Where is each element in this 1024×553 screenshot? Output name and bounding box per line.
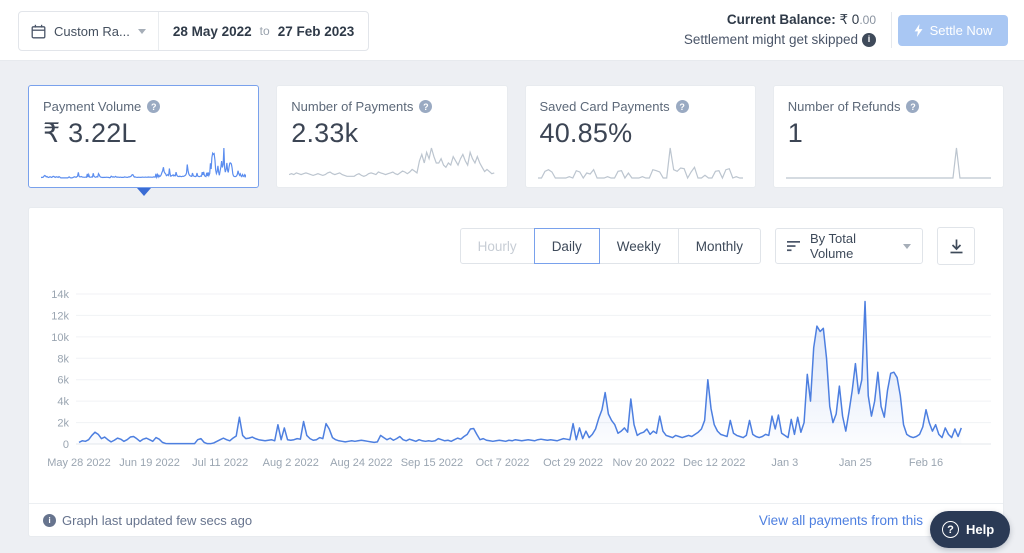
- payment-volume-sparkline: [41, 144, 246, 180]
- current-balance-value: ₹ 0: [839, 12, 860, 27]
- current-balance: Current Balance: ₹ 0.00: [684, 10, 876, 30]
- payments-line-chart: 0 2k 4k 6k 8k 10k 12k 14k May 28 2022 Jun 19 2022…: [47, 289, 991, 469]
- top-bar: Custom Ra... 28 May 2022 to 27 Feb 2023 …: [0, 0, 1024, 61]
- tab-daily[interactable]: Daily: [533, 228, 600, 264]
- svg-text:Nov 20 2022: Nov 20 2022: [612, 457, 674, 469]
- card-label: Number of Payments: [291, 99, 414, 114]
- svg-text:2k: 2k: [57, 418, 69, 430]
- date-preset-dropdown[interactable]: Custom Ra...: [19, 12, 159, 50]
- settlement-note-text: Settlement might get skipped: [683, 32, 858, 47]
- number-of-refunds-sparkline: [786, 144, 991, 180]
- tab-hourly[interactable]: Hourly: [459, 228, 535, 264]
- question-icon[interactable]: ?: [147, 100, 161, 113]
- date-range-control: Custom Ra... 28 May 2022 to 27 Feb 2023: [18, 11, 370, 51]
- svg-text:Jan 3: Jan 3: [771, 457, 798, 469]
- settle-now-label: Settle Now: [929, 23, 993, 38]
- date-to-word: to: [259, 24, 270, 38]
- date-range-value[interactable]: 28 May 2022 to 27 Feb 2023: [159, 24, 368, 39]
- svg-text:Oct 29 2022: Oct 29 2022: [543, 457, 603, 469]
- stat-cards-row: Payment Volume ? ₹ 3.22L Number of Payme…: [28, 85, 1004, 188]
- svg-text:Jan 25: Jan 25: [839, 457, 872, 469]
- sort-by-dropdown[interactable]: By Total Volume: [775, 228, 923, 264]
- saved-card-payments-sparkline: [538, 144, 743, 180]
- sort-icon: [787, 241, 800, 252]
- graph-updated-text: Graph last updated few secs ago: [62, 512, 253, 528]
- settlement-note: Settlement might get skipped i: [684, 30, 876, 49]
- help-label: Help: [966, 522, 995, 537]
- svg-text:6k: 6k: [57, 375, 69, 387]
- caret-down-icon: [137, 28, 146, 34]
- card-number-of-refunds[interactable]: Number of Refunds ? 1: [772, 85, 1004, 188]
- card-label: Number of Refunds: [787, 99, 901, 114]
- question-icon[interactable]: ?: [675, 100, 689, 113]
- number-of-payments-sparkline: [289, 144, 494, 180]
- tab-monthly[interactable]: Monthly: [677, 228, 761, 264]
- svg-text:8k: 8k: [57, 353, 69, 365]
- card-value: ₹ 3.22L: [43, 118, 137, 148]
- info-icon: i: [43, 513, 56, 527]
- graph-updated-status: i Graph last updated few secs ago: [43, 513, 252, 528]
- svg-text:Aug 24 2022: Aug 24 2022: [330, 457, 392, 469]
- svg-text:Sep 15 2022: Sep 15 2022: [401, 457, 463, 469]
- settle-now-button[interactable]: Settle Now: [898, 15, 1008, 46]
- bolt-icon: [914, 24, 923, 37]
- question-icon[interactable]: ?: [906, 100, 920, 113]
- balance-block: Current Balance: ₹ 0.00 Settlement might…: [684, 10, 876, 49]
- svg-text:14k: 14k: [51, 289, 69, 301]
- svg-text:May 28 2022: May 28 2022: [47, 457, 111, 469]
- svg-text:Aug 2 2022: Aug 2 2022: [263, 457, 319, 469]
- info-icon[interactable]: i: [862, 32, 876, 47]
- download-button[interactable]: [937, 227, 975, 265]
- panel-footer: i Graph last updated few secs ago View a…: [29, 503, 1003, 536]
- view-all-payments-link[interactable]: View all payments from this: [758, 512, 923, 528]
- svg-text:Oct 7 2022: Oct 7 2022: [476, 457, 530, 469]
- chart-controls: Hourly Daily Weekly Monthly By Total Vol…: [459, 227, 975, 265]
- svg-text:Feb 16: Feb 16: [909, 457, 943, 469]
- svg-text:Jun 19 2022: Jun 19 2022: [119, 457, 180, 469]
- chart-panel: Hourly Daily Weekly Monthly By Total Vol…: [28, 207, 1004, 537]
- date-to: 27 Feb 2023: [277, 23, 355, 39]
- current-balance-decimals: .00: [859, 13, 876, 27]
- calendar-icon: [31, 24, 46, 38]
- download-icon: [950, 239, 962, 253]
- help-button[interactable]: ? Help: [930, 511, 1011, 548]
- current-balance-label: Current Balance:: [726, 12, 836, 27]
- question-icon[interactable]: ?: [419, 100, 433, 113]
- caret-down-icon: [903, 243, 911, 249]
- topbar-divider: [891, 12, 892, 48]
- help-circle-icon: ?: [942, 521, 959, 538]
- tab-weekly[interactable]: Weekly: [598, 228, 679, 264]
- granularity-tabs: Hourly Daily Weekly Monthly: [459, 228, 761, 264]
- card-value: 2.33k: [291, 118, 359, 148]
- sort-by-label: By Total Volume: [810, 231, 857, 261]
- svg-text:10k: 10k: [51, 332, 69, 344]
- date-preset-label: Custom Ra...: [54, 23, 130, 39]
- svg-text:0: 0: [63, 439, 69, 451]
- card-value: 1: [787, 118, 803, 148]
- card-label: Saved Card Payments: [539, 99, 670, 114]
- card-payment-volume[interactable]: Payment Volume ? ₹ 3.22L: [28, 85, 260, 188]
- svg-text:4k: 4k: [57, 396, 69, 408]
- card-label: Payment Volume: [43, 99, 142, 114]
- svg-text:Dec 12 2022: Dec 12 2022: [683, 457, 745, 469]
- card-number-of-payments[interactable]: Number of Payments ? 2.33k: [276, 85, 508, 188]
- card-value: 40.85%: [539, 118, 633, 148]
- svg-text:Jul 11 2022: Jul 11 2022: [192, 457, 248, 469]
- svg-text:12k: 12k: [51, 310, 69, 322]
- selected-card-caret: [137, 188, 151, 196]
- card-saved-card-payments[interactable]: Saved Card Payments ? 40.85%: [524, 85, 756, 188]
- date-from: 28 May 2022: [172, 23, 252, 39]
